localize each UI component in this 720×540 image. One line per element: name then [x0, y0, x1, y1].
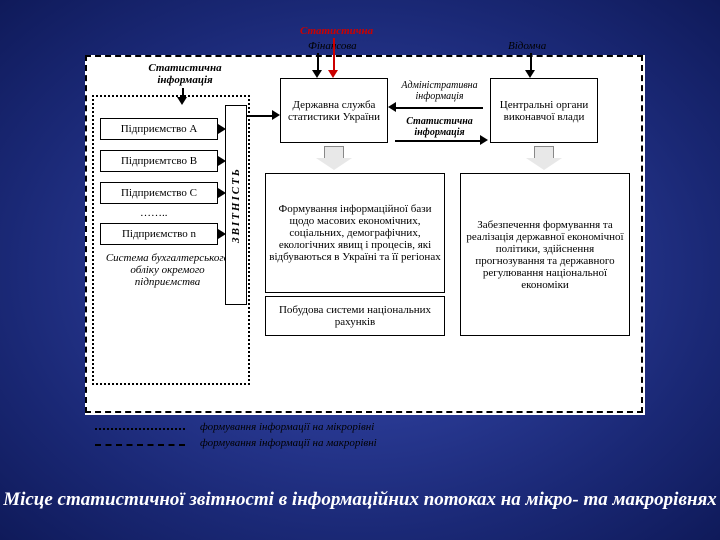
box-formuvannya-bazy: Формування інформаційної бази щодо масов…: [265, 173, 445, 293]
label-stat-info-2: Статистична інформація: [392, 116, 487, 138]
arrow-head: [218, 229, 226, 239]
label-stat-info-left: Статистична інформація: [130, 62, 240, 86]
label-admin-info: Адміністративна інформація: [392, 80, 487, 102]
box-zvitnist: ЗВІТНІСТЬ: [225, 105, 247, 305]
block-arrow-icon: [316, 146, 352, 170]
legend-dotted-line: [95, 428, 185, 430]
legend-macro: формування інформації на макрорівні: [200, 437, 377, 449]
box-derzhavna-sluzhba: Державна служба статистики України: [280, 78, 388, 143]
box-enterprise-n: Підприємство n: [100, 223, 218, 245]
box-enterprise-a: Підприємство А: [100, 118, 218, 140]
arrow-head: [388, 102, 396, 112]
legend-dashed-line: [95, 444, 185, 446]
box-enterprise-c: Підприємство С: [100, 182, 218, 204]
arrow-line: [395, 140, 483, 142]
block-arrow-icon: [526, 146, 562, 170]
box-enterprise-b: Підприємтсво В: [100, 150, 218, 172]
box-pobudova: Побудова системи національних рахунків: [265, 296, 445, 336]
arrow-head: [218, 156, 226, 166]
label-system: Система бухгалтерського обліку окремого …: [100, 252, 235, 288]
dots: ……..: [140, 207, 168, 219]
box-zabezpechennya: Забезпечення формування та реалізація де…: [460, 173, 630, 336]
arrow-line: [247, 115, 275, 117]
legend-micro: формування інформації на мікрорівні: [200, 421, 374, 433]
arrow-head: [218, 124, 226, 134]
arrow-head: [177, 97, 187, 105]
arrow-head: [218, 188, 226, 198]
arrow-line: [395, 107, 483, 109]
label-vidomcha: Відомча: [508, 40, 546, 52]
arrow-head: [480, 135, 488, 145]
slide-caption: Місце статистичної звітності в інформаці…: [0, 488, 720, 512]
arrow-head: [272, 110, 280, 120]
box-centralni-organy: Центральні органи виконавчої влади: [490, 78, 598, 143]
label-statystychna: Статистична: [300, 25, 373, 37]
